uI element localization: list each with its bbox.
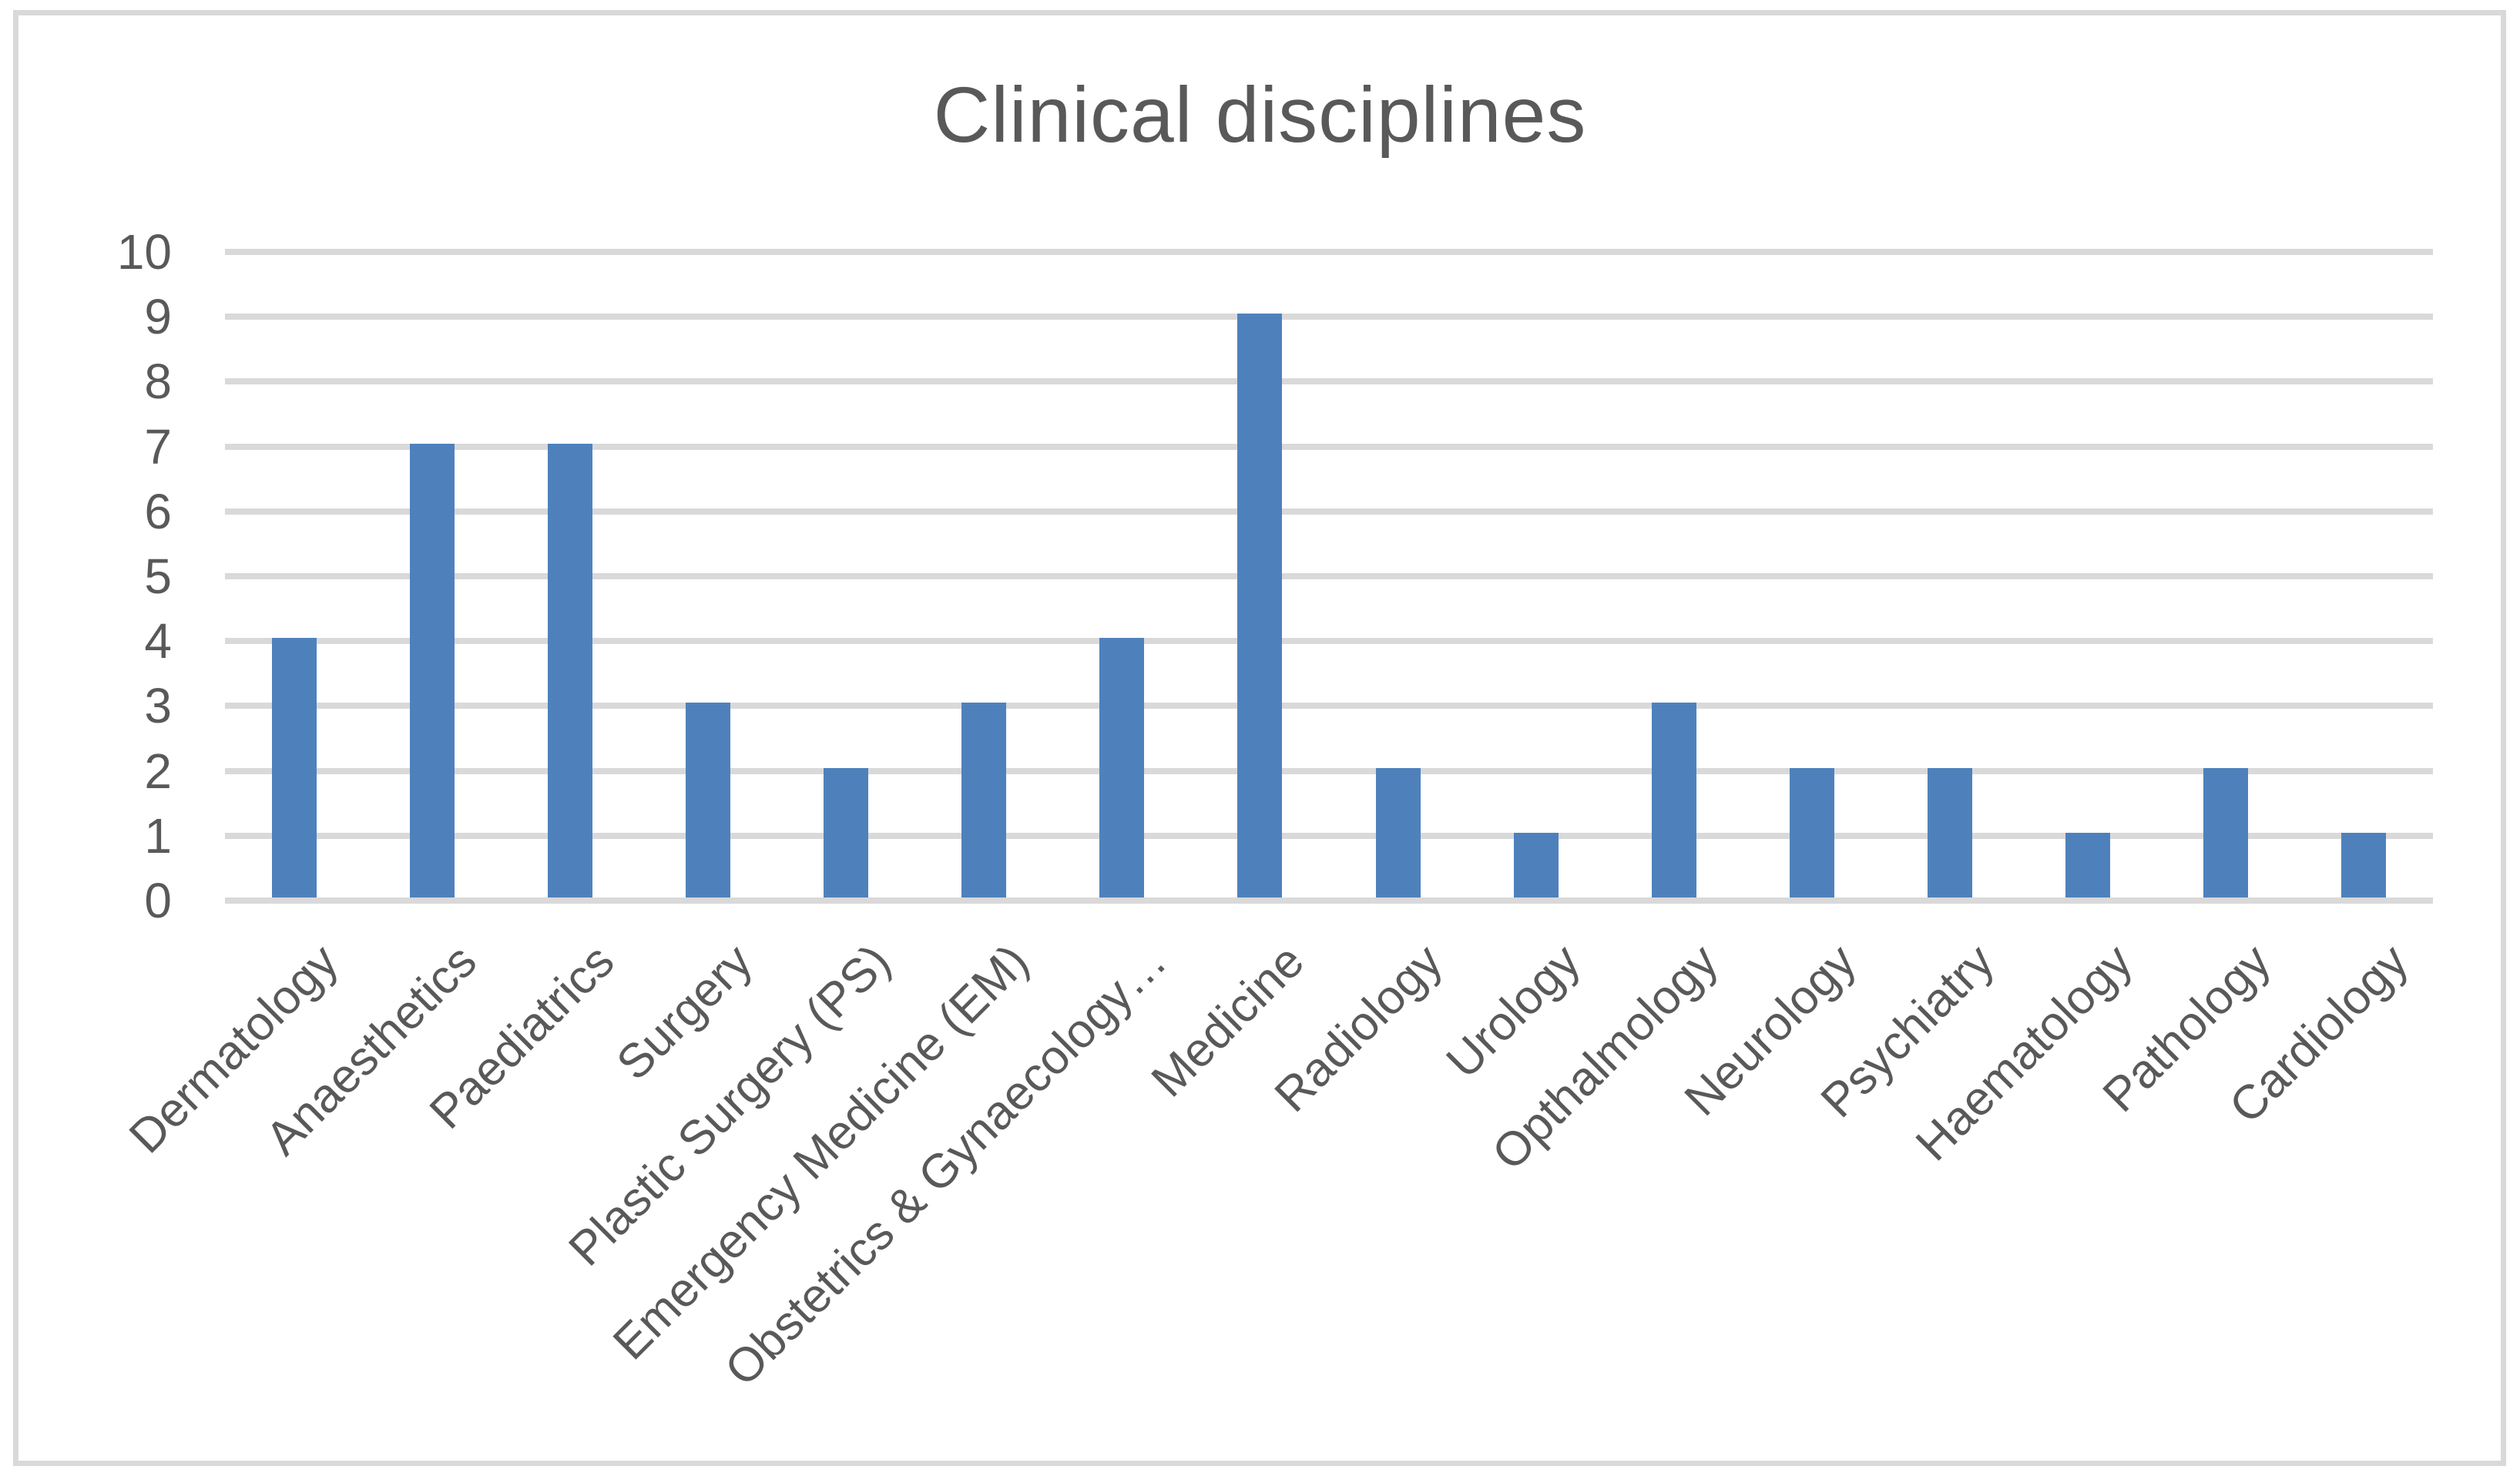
gridline — [225, 832, 2433, 839]
bar — [409, 443, 455, 898]
gridline — [225, 638, 2433, 645]
bar — [1651, 703, 1696, 898]
bar — [2203, 767, 2249, 898]
bar — [685, 703, 730, 898]
y-axis-tick-label: 6 — [144, 483, 172, 539]
bar — [1099, 638, 1145, 898]
gridline — [225, 443, 2433, 450]
gridline — [225, 314, 2433, 320]
gridline — [225, 573, 2433, 579]
bar — [1789, 767, 1834, 898]
bar — [824, 767, 869, 898]
y-axis-tick-label: 7 — [144, 418, 172, 475]
gridline — [225, 898, 2433, 904]
gridline — [225, 508, 2433, 515]
y-axis-tick-label: 8 — [144, 354, 172, 410]
y-axis-tick-label: 2 — [144, 743, 172, 799]
gridline — [225, 249, 2433, 255]
bar — [2341, 832, 2387, 898]
bar — [1928, 767, 1973, 898]
y-axis-tick-label: 9 — [144, 289, 172, 345]
bar — [547, 443, 592, 898]
gridline — [225, 378, 2433, 385]
bar — [271, 638, 317, 898]
y-axis-tick-label: 0 — [144, 873, 172, 928]
bar — [1375, 767, 1421, 898]
y-axis-tick-label: 1 — [144, 807, 172, 864]
y-axis-tick-label: 3 — [144, 678, 172, 734]
bar — [961, 703, 1007, 898]
bar — [2065, 832, 2111, 898]
gridline — [225, 703, 2433, 710]
chart-title: Clinical disciplines — [933, 71, 1587, 159]
y-axis-tick-label: 10 — [116, 224, 172, 280]
gridline — [225, 767, 2433, 774]
y-axis-tick-label: 5 — [144, 549, 172, 604]
bar — [1237, 314, 1283, 898]
y-axis-tick-label: 4 — [144, 613, 172, 669]
bar — [1513, 832, 1559, 898]
